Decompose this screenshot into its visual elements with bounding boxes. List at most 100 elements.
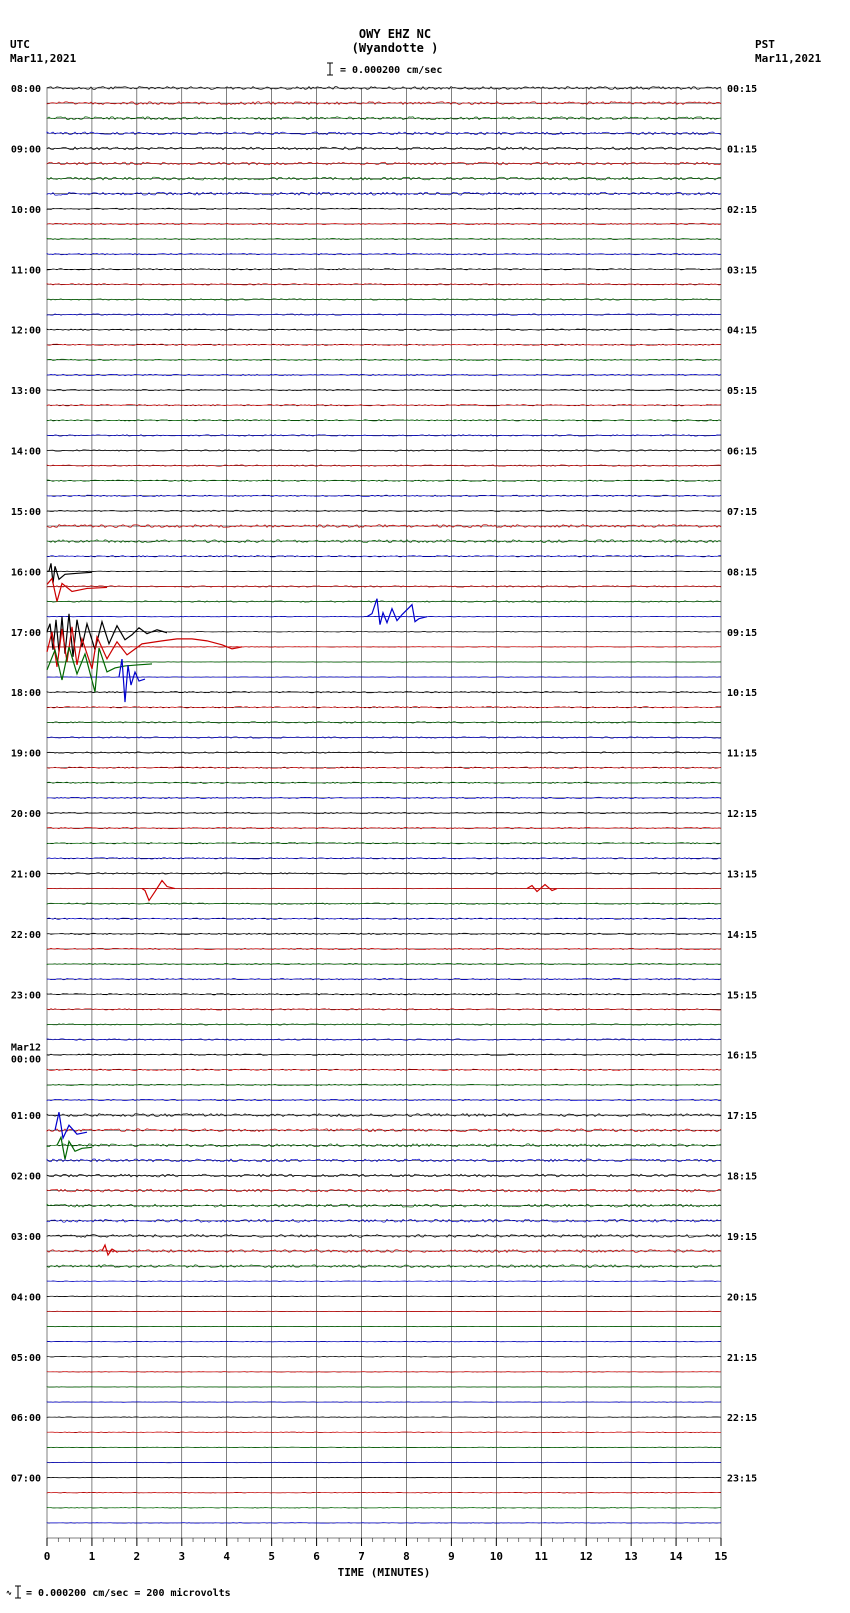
- left-time-label: 19:00: [11, 749, 41, 760]
- seismic-event: [57, 1137, 92, 1159]
- right-time-label: 03:15: [727, 265, 757, 276]
- left-time-label: 05:00: [11, 1353, 41, 1364]
- events: [47, 563, 557, 1255]
- right-date: Mar11,2021: [755, 52, 822, 65]
- trace-row: [47, 465, 721, 466]
- seismic-event: [47, 647, 152, 692]
- trace-row: [47, 269, 721, 270]
- trace-row: [47, 223, 721, 224]
- trace-row: [47, 662, 721, 663]
- trace-row: [47, 782, 721, 783]
- left-time-label: Mar12: [11, 1043, 41, 1054]
- trace-row: [47, 797, 721, 798]
- left-time-label: 01:00: [11, 1111, 41, 1122]
- left-time-label: 16:00: [11, 567, 41, 578]
- x-tick-label: 11: [535, 1550, 549, 1563]
- scale-text: = 0.000200 cm/sec: [340, 65, 442, 76]
- left-time-label: 22:00: [11, 930, 41, 941]
- x-axis-label: TIME (MINUTES): [338, 1566, 431, 1579]
- left-time-label: 14:00: [11, 447, 41, 458]
- right-time-label: 08:15: [727, 567, 757, 578]
- trace-row: [47, 329, 721, 330]
- right-time-label: 19:15: [727, 1232, 757, 1243]
- seismogram-svg: OWY EHZ NC(Wyandotte )= 0.000200 cm/secU…: [0, 0, 850, 1613]
- seismic-event: [55, 1112, 87, 1138]
- trace-row: [47, 692, 721, 693]
- right-time-label: 16:15: [727, 1051, 757, 1062]
- trace-row: [47, 132, 721, 135]
- trace-row: [47, 1372, 721, 1373]
- trace-row: [47, 1417, 721, 1418]
- x-tick-label: 12: [580, 1550, 593, 1563]
- left-time-label: 08:00: [11, 84, 41, 95]
- title-line1: OWY EHZ NC: [359, 27, 431, 41]
- right-time-label: 02:15: [727, 205, 757, 216]
- left-time-label: 23:00: [11, 990, 41, 1001]
- trace-row: [47, 1357, 721, 1358]
- trace-row: [47, 1024, 721, 1025]
- right-time-label: 07:15: [727, 507, 757, 518]
- trace-row: [47, 1039, 721, 1040]
- x-tick-label: 7: [358, 1550, 365, 1563]
- seismic-event: [367, 599, 427, 625]
- footer-text: = 0.000200 cm/sec = 200 microvolts: [26, 1587, 231, 1599]
- trace-row: [47, 827, 721, 828]
- left-time-label: 12:00: [11, 326, 41, 337]
- x-tick-label: 6: [313, 1550, 320, 1563]
- x-tick-label: 10: [490, 1550, 503, 1563]
- left-time-label: 00:00: [11, 1055, 41, 1066]
- title-line2: (Wyandotte ): [352, 41, 439, 55]
- right-time-label: 04:15: [727, 326, 757, 337]
- right-time-label: 23:15: [727, 1474, 757, 1485]
- trace-row: [47, 389, 721, 390]
- right-time-label: 10:15: [727, 688, 757, 699]
- trace-row: [47, 374, 721, 375]
- right-time-label: 12:15: [727, 809, 757, 820]
- x-tick-label: 8: [403, 1550, 410, 1563]
- x-tick-label: 0: [44, 1550, 51, 1563]
- seismic-event: [47, 578, 107, 601]
- left-time-label: 09:00: [11, 144, 41, 155]
- seismic-event: [142, 881, 557, 901]
- right-time-label: 15:15: [727, 990, 757, 1001]
- seismic-event: [47, 563, 92, 583]
- left-time-label: 10:00: [11, 205, 41, 216]
- right-time-label: 06:15: [727, 447, 757, 458]
- left-time-label: 15:00: [11, 507, 41, 518]
- left-time-label: 06:00: [11, 1413, 41, 1424]
- right-time-label: 21:15: [727, 1353, 757, 1364]
- trace-row: [47, 707, 721, 708]
- traces: [47, 87, 721, 1524]
- trace-row: [47, 192, 721, 195]
- trace-row: [47, 299, 721, 300]
- left-time-label: 02:00: [11, 1172, 41, 1183]
- right-time-label: 00:15: [727, 84, 757, 95]
- trace-row: [47, 1326, 721, 1327]
- trace-row: [47, 238, 721, 239]
- right-time-label: 20:15: [727, 1292, 757, 1303]
- right-tz: PST: [755, 38, 775, 51]
- x-tick-label: 5: [268, 1550, 275, 1563]
- trace-row: [47, 994, 721, 995]
- grid: [47, 88, 721, 1546]
- left-time-label: 11:00: [11, 265, 41, 276]
- left-time-label: 13:00: [11, 386, 41, 397]
- x-tick-label: 2: [134, 1550, 141, 1563]
- trace-row: [47, 1281, 721, 1282]
- trace-row: [47, 1477, 721, 1478]
- trace-row: [47, 767, 721, 768]
- x-tick-label: 1: [89, 1550, 96, 1563]
- svg-text:∿: ∿: [6, 1589, 12, 1597]
- left-time-label: 18:00: [11, 688, 41, 699]
- x-tick-label: 3: [178, 1550, 185, 1563]
- trace-row: [47, 556, 721, 557]
- right-time-label: 09:15: [727, 628, 757, 639]
- left-time-label: 04:00: [11, 1292, 41, 1303]
- right-time-label: 01:15: [727, 144, 757, 155]
- right-time-label: 14:15: [727, 930, 757, 941]
- left-time-label: 17:00: [11, 628, 41, 639]
- x-tick-label: 14: [669, 1550, 683, 1563]
- right-time-label: 13:15: [727, 869, 757, 880]
- trace-row: [47, 586, 721, 587]
- trace-row: [47, 480, 721, 481]
